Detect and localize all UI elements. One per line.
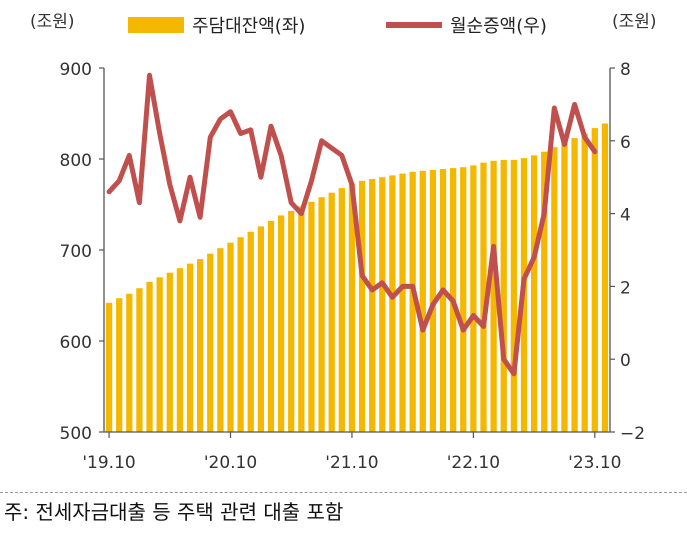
bar: [379, 177, 386, 432]
footnote-divider: [0, 492, 687, 493]
bar: [581, 133, 588, 432]
right-unit-label: (조원): [612, 12, 657, 32]
axes: 500 600 700 800 900 −2 0 2 4 6 8 '19.10 '20.10 '21.10…: [60, 60, 646, 473]
bar: [126, 293, 133, 432]
bar: [358, 180, 366, 432]
right-tick-label: 0: [620, 351, 631, 371]
left-tick-label: 700: [60, 242, 92, 262]
x-tick-label: '22.10: [447, 453, 500, 473]
x-tick-label: '19.10: [82, 453, 135, 473]
bar: [197, 259, 204, 432]
legend-swatch-bar: [128, 17, 184, 33]
bar: [136, 288, 143, 432]
bar: [480, 162, 487, 432]
left-tick-label: 600: [60, 333, 92, 353]
bar-series: [105, 123, 609, 433]
right-tick-label: 8: [620, 60, 631, 80]
bar: [146, 281, 153, 432]
bar: [470, 165, 477, 432]
legend-label-line: 월순증액(우): [450, 16, 547, 37]
bar: [409, 171, 416, 433]
bar: [530, 155, 538, 433]
bar: [561, 142, 568, 432]
bar: [288, 210, 295, 432]
bar: [348, 183, 356, 432]
bar: [267, 220, 275, 432]
bar: [419, 170, 426, 432]
legend-label-bar: 주담대잔액(좌): [192, 16, 305, 37]
bar: [186, 263, 194, 432]
bar: [439, 169, 447, 432]
bar: [541, 151, 548, 432]
x-tick-label: '23.10: [568, 453, 621, 473]
legend: 주담대잔액(좌) 월순증액(우): [128, 16, 547, 37]
bar: [227, 242, 234, 432]
right-tick-label: 4: [620, 206, 631, 226]
bar: [156, 277, 163, 432]
bar: [277, 215, 285, 432]
bar: [176, 268, 184, 432]
chart: 500 600 700 800 900 −2 0 2 4 6 8 '19.10 '20.10 '21.10…: [30, 12, 657, 473]
left-tick-label: 500: [60, 424, 92, 444]
bar: [308, 201, 315, 432]
bar: [571, 138, 578, 432]
x-tick-label: '21.10: [325, 453, 378, 473]
footnote: 주: 전세자금대출 등 주택 관련 대출 포함: [4, 500, 344, 524]
bar: [116, 298, 123, 432]
bar: [237, 237, 244, 432]
right-tick-label: −2: [620, 424, 645, 444]
bar: [217, 248, 224, 432]
bar: [369, 179, 376, 432]
bar: [105, 302, 113, 432]
bar: [490, 160, 497, 432]
bar: [591, 128, 598, 432]
bar: [318, 197, 325, 432]
bar: [399, 173, 406, 432]
bar: [298, 206, 305, 432]
left-tick-label: 800: [60, 151, 92, 171]
bar: [166, 272, 173, 432]
bar: [460, 167, 467, 432]
bar: [207, 253, 214, 432]
bar: [551, 147, 558, 433]
left-unit-label: (조원): [30, 12, 75, 32]
bar: [601, 123, 609, 432]
bar: [500, 159, 507, 432]
x-tick-label: '20.10: [204, 453, 257, 473]
line-series: [106, 72, 598, 377]
right-tick-label: 6: [620, 133, 631, 153]
bar: [338, 188, 345, 432]
bar: [257, 226, 264, 432]
bar: [328, 192, 335, 432]
left-tick-label: 900: [60, 60, 92, 80]
bar: [247, 231, 254, 432]
bar: [389, 175, 396, 432]
right-tick-label: 2: [620, 278, 631, 298]
bar: [510, 159, 517, 432]
